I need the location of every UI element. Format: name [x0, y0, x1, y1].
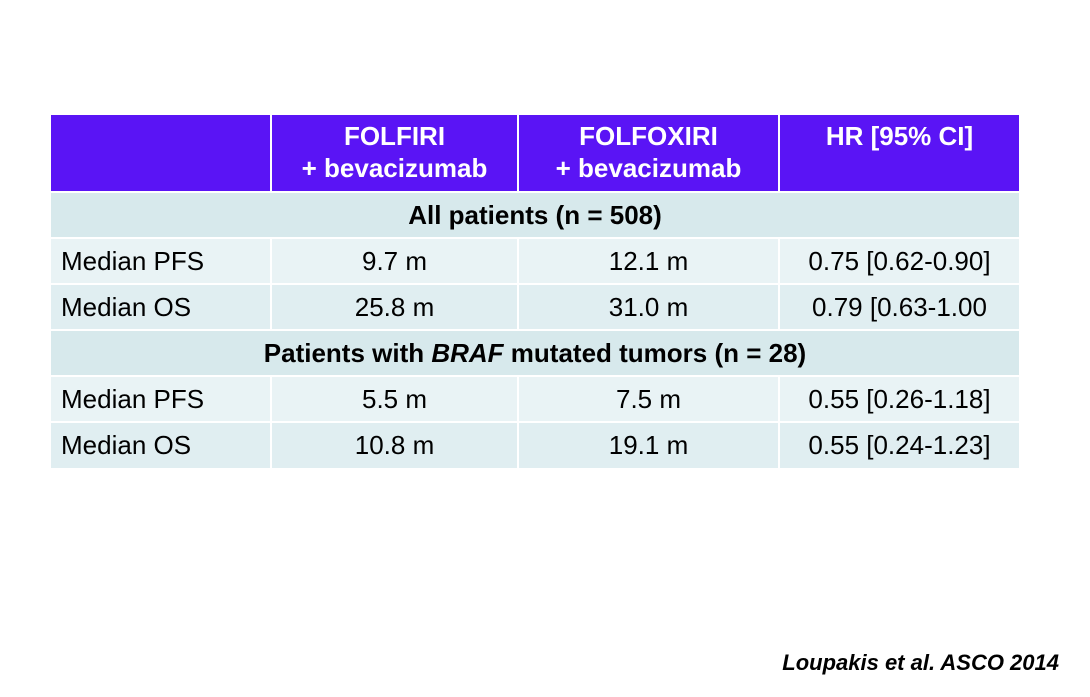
results-table: FOLFIRI + bevacizumab FOLFOXIRI + bevaci… — [51, 115, 1019, 468]
table-row: Median OS 25.8 m 31.0 m 0.79 [0.63-1.00 — [51, 283, 1019, 330]
folfoxiri-value: 19.1 m — [517, 421, 779, 468]
folfiri-value: 10.8 m — [270, 421, 518, 468]
header-row: FOLFIRI + bevacizumab FOLFOXIRI + bevaci… — [51, 115, 1019, 192]
table-row: Median PFS 9.7 m 12.1 m 0.75 [0.62-0.90] — [51, 237, 1019, 284]
section-braf-suffix: mutated tumors (n = 28) — [503, 337, 807, 368]
folfoxiri-value: 12.1 m — [517, 237, 779, 284]
table-row: Median PFS 5.5 m 7.5 m 0.55 [0.26-1.18] — [51, 375, 1019, 422]
row-label: Median OS — [51, 283, 271, 330]
citation: Loupakis et al. ASCO 2014 — [782, 650, 1059, 675]
folfoxiri-value: 31.0 m — [517, 283, 779, 330]
folfiri-value: 9.7 m — [270, 237, 518, 284]
section-braf-prefix: Patients with — [263, 337, 432, 368]
hr-value: 0.75 [0.62-0.90] — [778, 237, 1019, 284]
hr-value: 0.79 [0.63-1.00 — [778, 283, 1019, 330]
section-row-braf: Patients with BRAF mutated tumors (n = 2… — [51, 329, 1019, 376]
hr-value: 0.55 [0.26-1.18] — [778, 375, 1019, 422]
section-label-braf: Patients with BRAF mutated tumors (n = 2… — [51, 329, 1019, 376]
section-row-all-patients: All patients (n = 508) — [51, 191, 1019, 238]
folfoxiri-value: 7.5 m — [517, 375, 779, 422]
hr-value: 0.55 [0.24-1.23] — [778, 421, 1019, 468]
header-empty-cell — [51, 115, 271, 192]
header-folfoxiri: FOLFOXIRI + bevacizumab — [517, 115, 779, 192]
header-folfoxiri-line1: FOLFOXIRI — [579, 121, 718, 151]
header-hr-label: HR [95% CI] — [825, 121, 974, 151]
header-folfoxiri-line2: + bevacizumab — [555, 153, 742, 183]
section-braf-gene: BRAF — [431, 337, 504, 368]
header-hr: HR [95% CI] — [778, 115, 1019, 192]
section-label-all-patients: All patients (n = 508) — [51, 191, 1019, 238]
row-label: Median PFS — [51, 237, 271, 284]
folfiri-value: 5.5 m — [270, 375, 518, 422]
folfiri-value: 25.8 m — [270, 283, 518, 330]
header-folfiri: FOLFIRI + bevacizumab — [270, 115, 518, 192]
table-row: Median OS 10.8 m 19.1 m 0.55 [0.24-1.23] — [51, 421, 1019, 468]
header-folfiri-line2: + bevacizumab — [301, 153, 488, 183]
row-label: Median OS — [51, 421, 271, 468]
row-label: Median PFS — [51, 375, 271, 422]
header-folfiri-line1: FOLFIRI — [343, 121, 446, 151]
